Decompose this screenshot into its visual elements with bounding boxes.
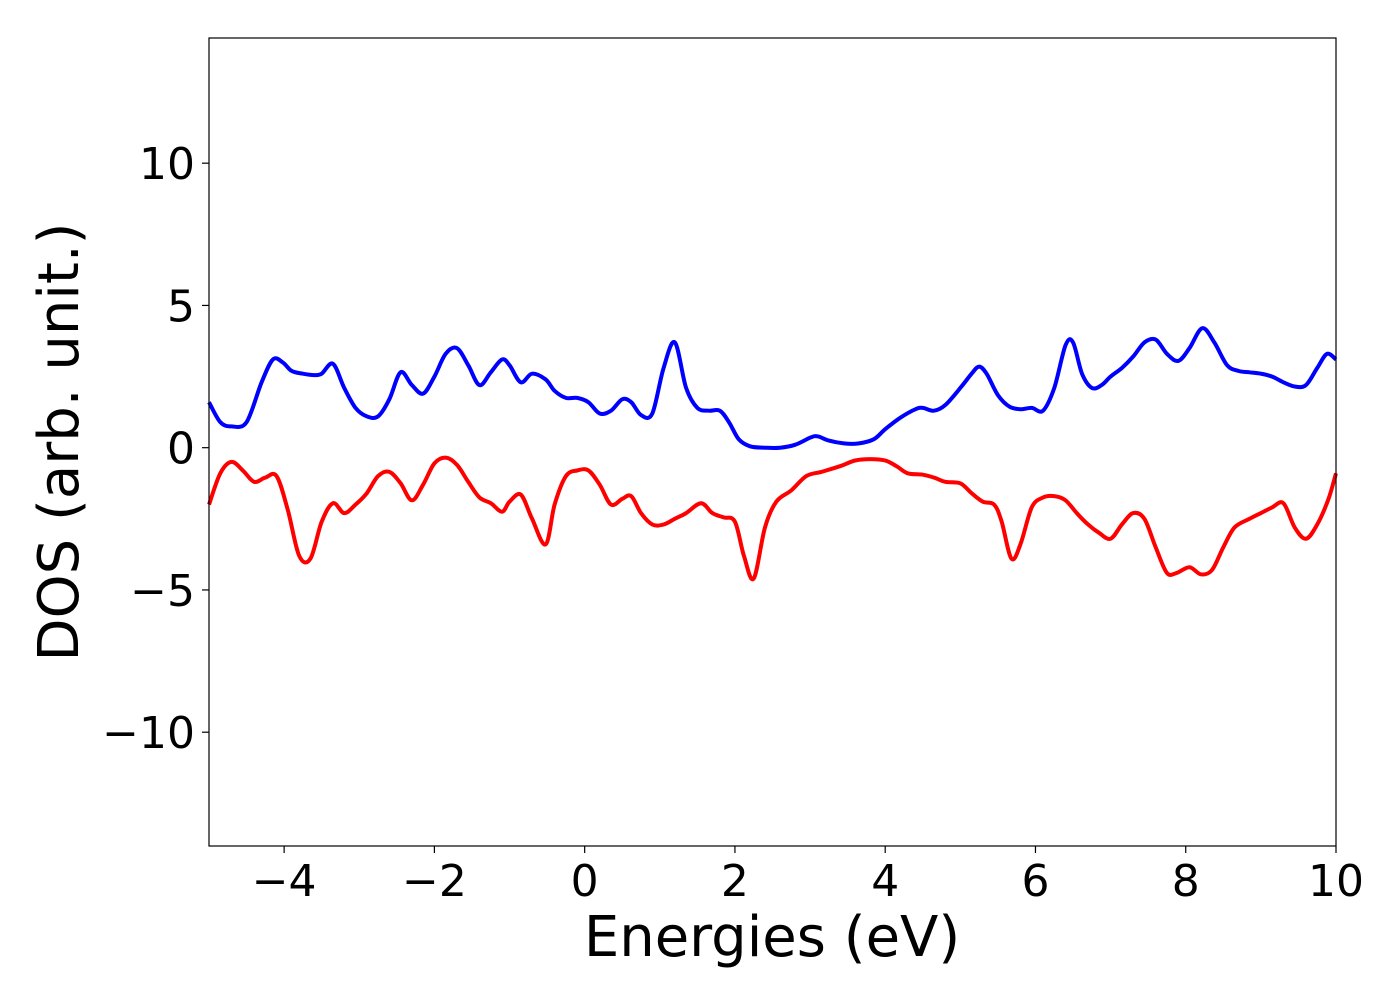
plot-frame bbox=[208, 37, 1337, 847]
series-line-1 bbox=[207, 326, 1338, 450]
x-tick-label: 6 bbox=[1021, 856, 1049, 907]
x-tick-label: 10 bbox=[1308, 856, 1364, 907]
x-axis: −4 −2 0 2 4 6 8 10 bbox=[252, 846, 1364, 907]
x-tick-label: −2 bbox=[402, 856, 467, 907]
y-tick-label: 10 bbox=[139, 139, 195, 190]
y-axis-label: DOS (arb. unit.) bbox=[27, 222, 92, 661]
y-tick-label: −5 bbox=[130, 566, 195, 617]
y-tick-label: 5 bbox=[167, 281, 195, 332]
y-tick-label: 0 bbox=[167, 424, 195, 475]
plot-series-group bbox=[207, 326, 1338, 582]
x-tick-label: −4 bbox=[252, 856, 317, 907]
series-line-2 bbox=[207, 455, 1338, 582]
x-tick-label: 2 bbox=[721, 856, 749, 907]
y-axis: −10 −5 0 5 10 bbox=[102, 139, 209, 759]
x-tick-label: 0 bbox=[571, 856, 599, 907]
y-tick-label: −10 bbox=[102, 708, 195, 759]
x-axis-label: Energies (eV) bbox=[584, 905, 960, 970]
x-tick-label: 4 bbox=[871, 856, 899, 907]
x-tick-label: 8 bbox=[1172, 856, 1200, 907]
